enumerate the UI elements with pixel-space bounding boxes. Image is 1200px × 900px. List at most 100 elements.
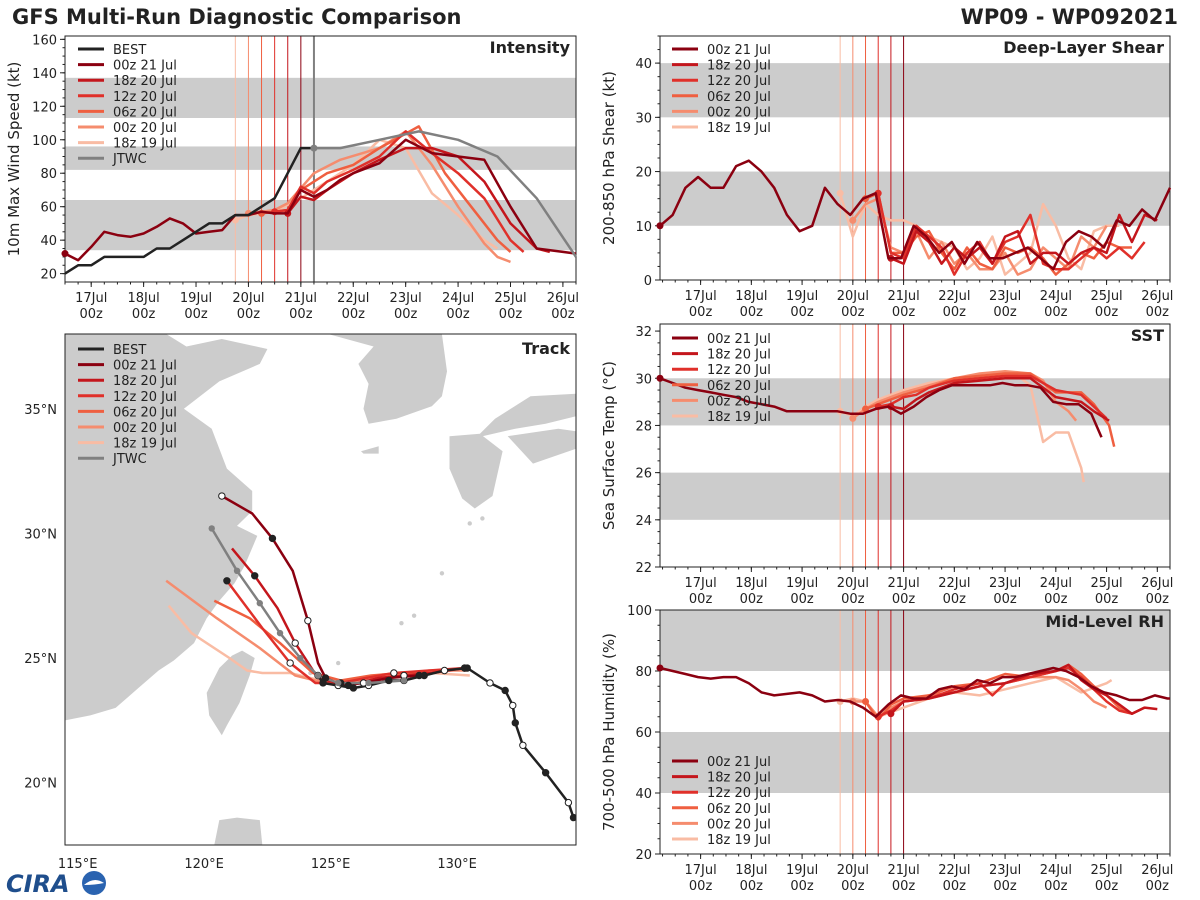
sst-band	[660, 472, 1170, 520]
track-run-point	[390, 669, 398, 677]
shear-xtick-label: 00z	[689, 305, 713, 320]
shear-series-line	[659, 159, 1172, 271]
track-run-point	[251, 572, 259, 580]
cira-logo-text: CIRA	[6, 870, 70, 898]
track-lines	[165, 492, 576, 822]
track-best-line	[316, 666, 575, 819]
rh-xtick-label: 00z	[1095, 879, 1119, 894]
shear-series-line	[890, 213, 1158, 265]
sst-xtick-label: 23Jul	[989, 576, 1021, 591]
sst-ytick-label: 32	[635, 325, 652, 340]
shear-ytick-label: 40	[635, 57, 652, 72]
sst-ytick-label: 30	[635, 372, 652, 387]
intensity-series-line	[64, 138, 577, 262]
sst-xtick-label: 00z	[1044, 592, 1068, 607]
shear-xtick-label: 21Jul	[887, 289, 919, 304]
track-legend-label: 00z 21 Jul	[113, 359, 177, 374]
sst-xtick-label: 24Jul	[1040, 576, 1072, 591]
track-run-point	[286, 659, 294, 667]
track-best-point	[569, 813, 576, 822]
sst-xtick-label: 00z	[892, 592, 916, 607]
sst-xtick-label: 00z	[740, 592, 764, 607]
track-legend-label: JTWC	[112, 452, 147, 467]
rh-series-start-point	[887, 710, 895, 718]
shear-xtick-label: 18Jul	[735, 289, 767, 304]
track-legend-label: 18z 19 Jul	[113, 437, 177, 452]
sst-series-line	[865, 372, 1116, 447]
shear-series-start-point	[849, 216, 857, 224]
rh-legend-label: 00z 20 Jul	[707, 817, 771, 832]
shear-xtick-label: 00z	[1146, 305, 1170, 320]
rh-band	[660, 610, 1170, 671]
shear-xtick-label: 00z	[1044, 305, 1068, 320]
sst-xtick-label: 00z	[841, 592, 865, 607]
track-best-point	[486, 679, 494, 687]
small-island	[399, 620, 404, 626]
sst-xtick-label: 00z	[943, 592, 967, 607]
storm-id: WP09 - WP092021	[960, 5, 1178, 29]
intensity-xtick-label: 00z	[342, 307, 366, 322]
small-island	[467, 521, 472, 526]
rh-ylabel: 700-500 hPa Humidity (%)	[600, 633, 618, 831]
track-jtwc-point	[365, 679, 372, 687]
track-lon-label: 115°E	[58, 857, 98, 872]
intensity-ytick-label: 100	[32, 134, 57, 149]
shear-xtick-label: 00z	[1095, 305, 1119, 320]
track-lat-label: 20°N	[24, 777, 57, 792]
intensity-xtick-label: 19Jul	[180, 291, 212, 306]
korea-land	[318, 334, 447, 424]
rh-band	[660, 732, 1170, 793]
track-best-point	[519, 741, 527, 749]
intensity-legend-label: 00z 21 Jul	[113, 59, 177, 74]
intensity-xtick-label: 00z	[132, 307, 156, 322]
sst-ytick-label: 28	[635, 419, 652, 434]
sst-xtick-label: 00z	[689, 592, 713, 607]
sst-series-line	[877, 374, 1108, 420]
rh-ytick-label: 100	[627, 604, 652, 619]
intensity-xtick-label: 20Jul	[232, 291, 264, 306]
intensity-series-start-point	[61, 250, 69, 258]
sst-ytick-label: 22	[635, 561, 652, 576]
intensity-xtick-label: 24Jul	[442, 291, 474, 306]
sst-xtick-label: 25Jul	[1090, 576, 1122, 591]
shear-legend-label: 00z 20 Jul	[707, 105, 771, 120]
sst-xtick-label: 00z	[1095, 592, 1119, 607]
sst-ytick-label: 24	[635, 514, 652, 529]
track-run-point	[321, 674, 330, 682]
intensity-jtwc-start-point	[310, 144, 318, 152]
intensity-ytick-label: 120	[32, 100, 57, 115]
sst-legend-label: 00z 21 Jul	[707, 332, 771, 347]
track-best-point	[541, 769, 550, 777]
intensity-xtick-label: 21Jul	[285, 291, 317, 306]
rh-series-line	[890, 663, 1158, 715]
intensity-legend-label: 12z 20 Jul	[113, 90, 177, 105]
intensity-xtick-label: 26Jul	[547, 291, 579, 306]
track-run-line	[225, 580, 465, 685]
rh-xtick-label: 20Jul	[837, 863, 869, 878]
track-lat-label: 25°N	[24, 652, 57, 667]
intensity-ytick-label: 40	[40, 234, 57, 249]
sst-legend-label: 18z 19 Jul	[707, 410, 771, 425]
rh-xtick-label: 00z	[790, 879, 814, 894]
rh-xtick-label: 17Jul	[684, 863, 716, 878]
shear-title: Deep-Layer Shear	[1003, 38, 1164, 57]
track-lon-label: 120°E	[184, 857, 224, 872]
sst-series-line	[659, 377, 1103, 438]
shear-legend-label: 12z 20 Jul	[707, 74, 771, 89]
sst-xtick-label: 22Jul	[938, 576, 970, 591]
shear-xtick-label: 00z	[790, 305, 814, 320]
rh-xtick-label: 00z	[943, 879, 967, 894]
sst-xtick-label: 00z	[790, 592, 814, 607]
shear-xtick-label: 24Jul	[1040, 289, 1072, 304]
intensity-legend-label: 06z 20 Jul	[113, 105, 177, 120]
shear-xtick-label: 17Jul	[684, 289, 716, 304]
rh-xtick-label: 00z	[993, 879, 1017, 894]
sst-chart: 22242628303217Jul00z18Jul00z19Jul00z20Ju…	[600, 323, 1173, 607]
sst-xtick-label: 18Jul	[735, 576, 767, 591]
track-chart: 20°N 25°N 30°N 35°N 115°E 120°E 125°E 130°E Trac…	[24, 333, 577, 872]
shear-xtick-label: 00z	[943, 305, 967, 320]
rh-legend-label: 00z 21 Jul	[707, 755, 771, 770]
rh-legend-label: 18z 20 Jul	[707, 771, 771, 786]
rh-ytick-label: 80	[635, 665, 652, 680]
shear-chart: 01020304017Jul00z18Jul00z19Jul00z20Jul00…	[600, 35, 1173, 320]
